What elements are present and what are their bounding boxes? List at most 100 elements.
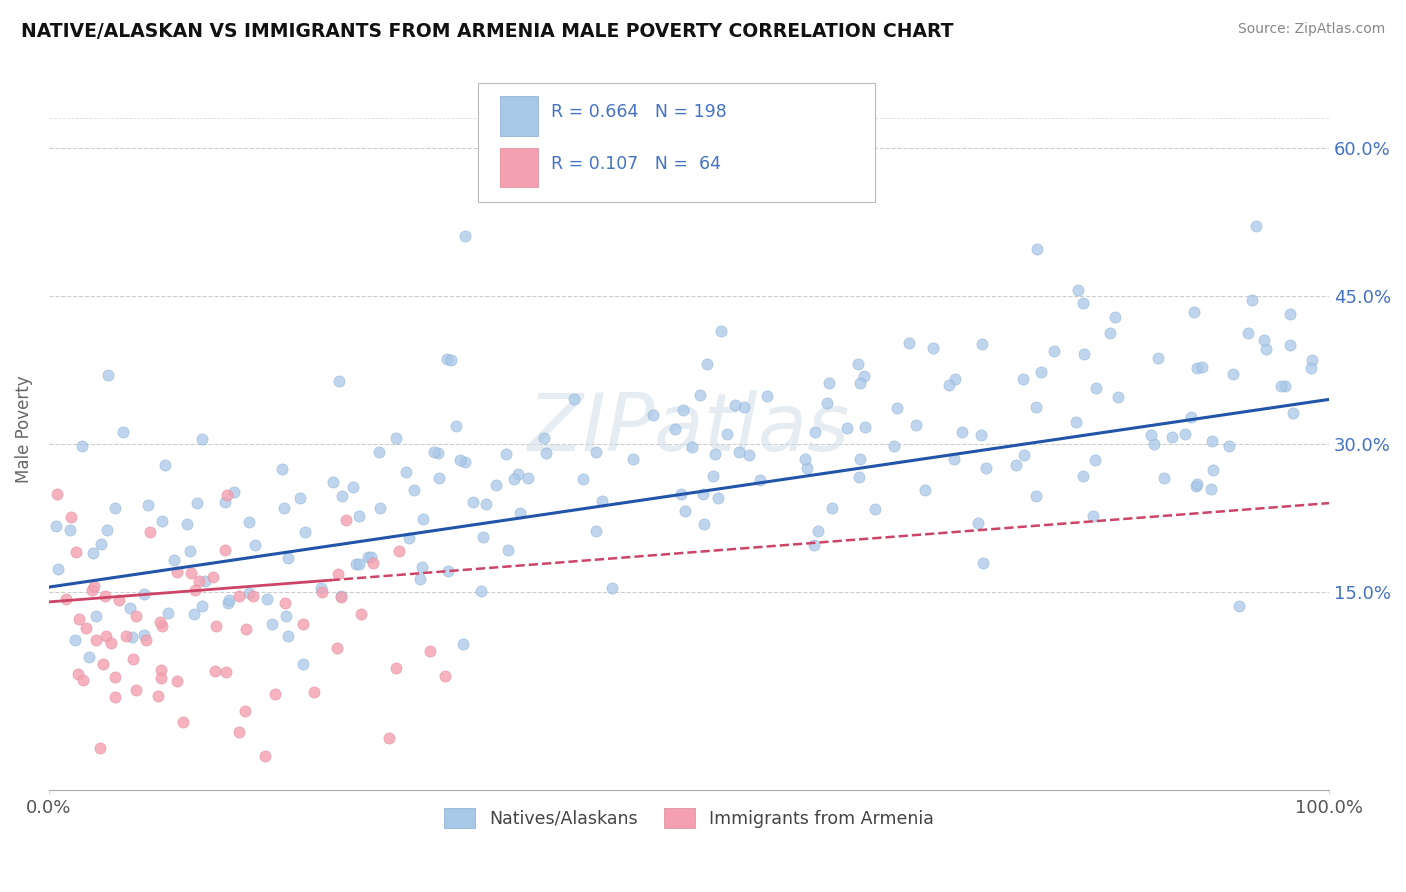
Point xyxy=(228,725,250,739)
Point xyxy=(427,446,450,460)
Legend: Natives/Alaskans, Immigrants from Armenia: Natives/Alaskans, Immigrants from Armeni… xyxy=(437,801,941,835)
Point xyxy=(1104,310,1126,325)
Point xyxy=(149,615,172,629)
Point xyxy=(115,629,138,643)
Point xyxy=(1180,409,1202,424)
Point xyxy=(681,440,703,454)
Point xyxy=(97,368,120,382)
Point xyxy=(322,475,344,489)
Point xyxy=(360,549,382,564)
Point xyxy=(449,452,471,467)
Point xyxy=(108,593,131,607)
Point xyxy=(184,582,207,597)
Point xyxy=(347,508,370,523)
Point xyxy=(72,673,94,688)
Point xyxy=(846,357,869,371)
Point xyxy=(96,523,118,537)
Point xyxy=(344,557,367,571)
Point xyxy=(273,500,295,515)
Point xyxy=(398,531,420,545)
Point xyxy=(707,491,730,505)
Point xyxy=(474,497,496,511)
Point xyxy=(1073,468,1095,483)
Point xyxy=(848,451,870,466)
Point xyxy=(214,495,236,509)
Point xyxy=(180,566,202,580)
Point xyxy=(1081,508,1104,523)
Y-axis label: Male Poverty: Male Poverty xyxy=(15,376,32,483)
Point xyxy=(675,504,697,518)
Point xyxy=(191,599,214,613)
Point xyxy=(848,469,870,483)
Point xyxy=(451,637,474,651)
Point xyxy=(853,420,876,434)
Point xyxy=(818,376,841,390)
Point xyxy=(436,352,458,367)
Point xyxy=(471,530,494,544)
Point xyxy=(186,496,208,510)
Point xyxy=(349,607,371,622)
Point xyxy=(724,398,747,412)
Point xyxy=(756,388,779,402)
Point xyxy=(972,556,994,570)
Point xyxy=(1301,353,1323,368)
Point xyxy=(423,445,446,459)
Point xyxy=(292,616,315,631)
Point xyxy=(294,525,316,540)
Point xyxy=(1201,434,1223,448)
Point xyxy=(205,619,228,633)
Point xyxy=(1031,365,1053,379)
Point xyxy=(245,538,267,552)
Point xyxy=(849,376,872,390)
Point xyxy=(59,523,82,537)
Text: ZIPatlas: ZIPatlas xyxy=(527,390,851,468)
Point xyxy=(330,489,353,503)
Point xyxy=(1191,360,1213,375)
Point xyxy=(328,567,350,582)
Point xyxy=(815,395,838,409)
Point xyxy=(852,369,875,384)
Point xyxy=(461,495,484,509)
Point xyxy=(748,473,770,487)
Point xyxy=(1005,458,1028,472)
Point xyxy=(444,419,467,434)
Point xyxy=(304,685,326,699)
Point xyxy=(368,445,391,459)
Point xyxy=(1240,293,1263,307)
Point xyxy=(149,663,172,677)
Point xyxy=(204,665,226,679)
Point xyxy=(77,650,100,665)
Point xyxy=(183,607,205,622)
Point xyxy=(91,657,114,672)
Point xyxy=(1222,367,1244,381)
Point xyxy=(696,357,718,371)
Point xyxy=(347,557,370,571)
Point xyxy=(470,583,492,598)
Point xyxy=(132,628,155,642)
Point xyxy=(437,565,460,579)
Point xyxy=(217,596,239,610)
Point xyxy=(1237,326,1260,340)
Point xyxy=(1073,347,1095,361)
Point xyxy=(125,682,148,697)
Point xyxy=(419,644,441,658)
Point xyxy=(922,341,945,355)
Text: Source: ZipAtlas.com: Source: ZipAtlas.com xyxy=(1237,22,1385,37)
Point xyxy=(585,524,607,538)
Point xyxy=(100,636,122,650)
Point xyxy=(1218,439,1240,453)
Point xyxy=(93,589,115,603)
Point xyxy=(224,485,246,500)
Point xyxy=(121,630,143,644)
Point xyxy=(1244,219,1267,233)
Point xyxy=(329,589,352,603)
Point xyxy=(166,565,188,579)
Point xyxy=(621,452,644,467)
Point xyxy=(733,400,755,414)
Point xyxy=(84,633,107,648)
Point xyxy=(883,439,905,453)
Point xyxy=(238,585,260,599)
Point xyxy=(330,590,353,604)
Point xyxy=(163,553,186,567)
Point xyxy=(1202,463,1225,477)
